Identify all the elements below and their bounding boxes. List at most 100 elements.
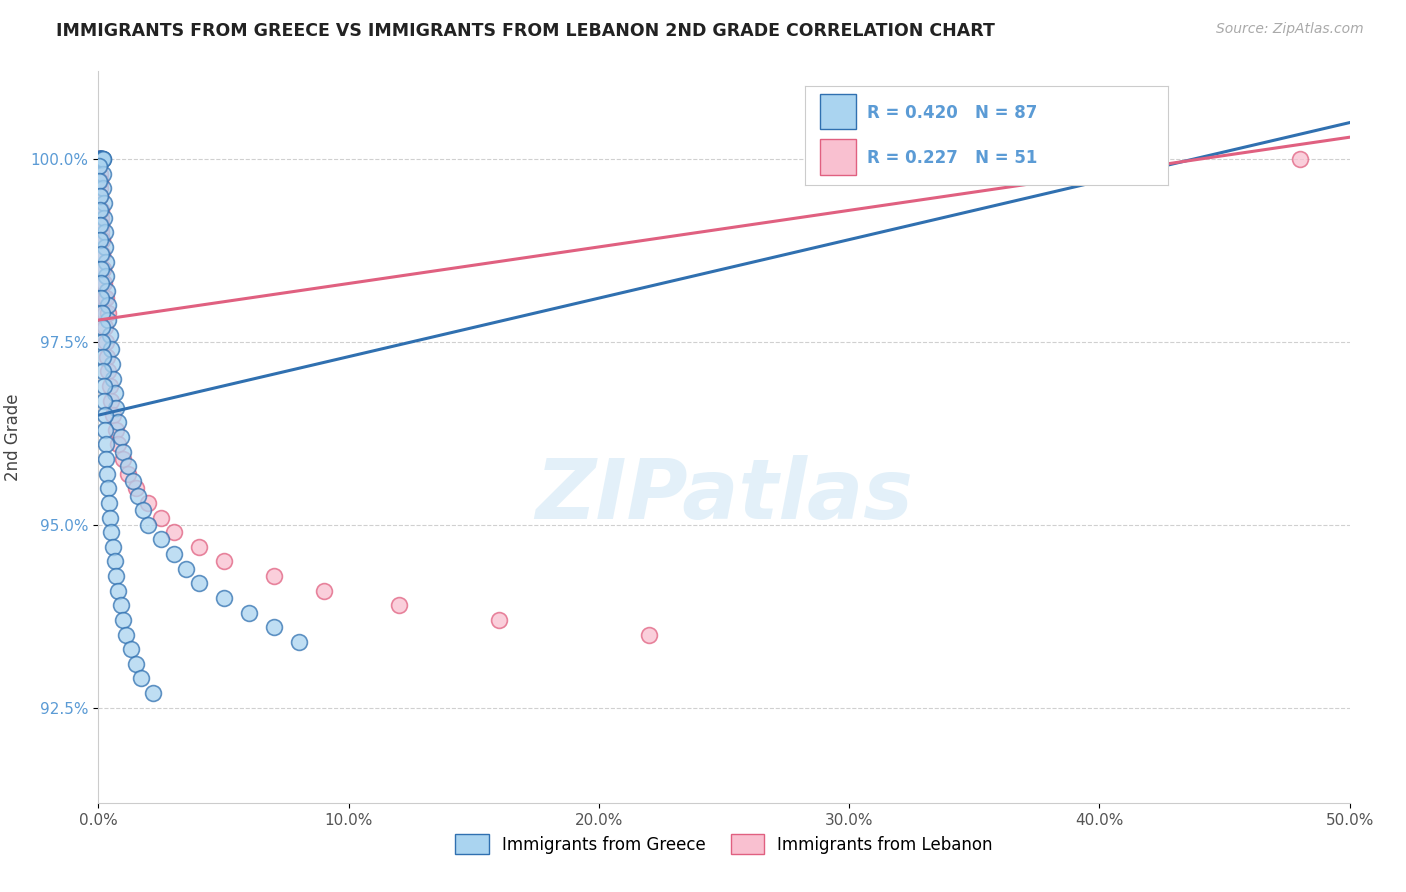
Point	[125, 657, 148, 671]
Point	[91, 261, 114, 276]
Point	[263, 620, 285, 634]
Point	[91, 247, 114, 261]
Point	[1288, 152, 1310, 166]
Point	[103, 408, 125, 422]
Point	[91, 334, 114, 349]
Point	[638, 627, 661, 641]
Point	[117, 459, 139, 474]
Point	[90, 203, 112, 218]
Point	[91, 364, 114, 378]
Point	[89, 152, 111, 166]
Point	[89, 167, 111, 181]
Point	[93, 211, 115, 225]
Point	[96, 284, 118, 298]
Point	[104, 401, 127, 415]
Point	[89, 152, 111, 166]
Point	[89, 174, 111, 188]
Point	[91, 152, 114, 166]
Point	[150, 510, 173, 524]
Point	[90, 247, 112, 261]
Point	[238, 606, 260, 620]
Point	[91, 350, 114, 364]
Point	[107, 437, 129, 451]
Point	[287, 635, 309, 649]
Point	[89, 181, 111, 195]
Point	[89, 233, 111, 247]
Point	[90, 218, 112, 232]
Point	[97, 313, 120, 327]
Point	[89, 174, 111, 188]
Point	[90, 261, 112, 276]
Point	[89, 203, 111, 218]
Point	[105, 569, 128, 583]
Point	[94, 320, 117, 334]
Point	[96, 452, 118, 467]
Point	[89, 188, 111, 202]
Point	[96, 334, 118, 349]
Point	[104, 554, 127, 568]
Point	[162, 547, 184, 561]
Point	[138, 496, 160, 510]
Point	[93, 181, 115, 195]
Point	[115, 627, 138, 641]
Point	[100, 393, 122, 408]
Point	[89, 218, 111, 232]
Point	[97, 496, 120, 510]
Point	[90, 211, 112, 225]
Point	[187, 576, 209, 591]
Point	[90, 152, 112, 166]
Point	[93, 306, 115, 320]
Point	[100, 343, 122, 357]
Point	[212, 554, 235, 568]
Point	[93, 196, 115, 211]
Point	[90, 203, 112, 218]
Point	[87, 152, 110, 166]
Point	[97, 481, 120, 495]
Point	[91, 277, 114, 291]
Point	[112, 452, 135, 467]
Point	[90, 152, 112, 166]
Point	[89, 160, 111, 174]
Point	[89, 152, 111, 166]
Point	[89, 188, 111, 202]
Point	[90, 152, 112, 166]
Point	[90, 320, 112, 334]
Point	[125, 481, 148, 495]
Point	[98, 327, 121, 342]
Point	[112, 444, 135, 458]
Point	[89, 174, 111, 188]
Point	[91, 152, 114, 166]
Point	[98, 510, 121, 524]
Point	[120, 642, 142, 657]
Point	[162, 525, 184, 540]
Point	[90, 225, 112, 239]
Point	[94, 240, 117, 254]
Point	[122, 474, 145, 488]
Point	[90, 152, 112, 166]
Point	[142, 686, 165, 700]
Point	[90, 291, 112, 305]
Point	[112, 613, 135, 627]
Point	[132, 503, 155, 517]
Point	[97, 364, 120, 378]
Point	[90, 152, 112, 166]
Point	[97, 306, 120, 320]
Point	[89, 152, 111, 166]
Point	[388, 599, 411, 613]
Point	[104, 423, 127, 437]
Point	[89, 160, 111, 174]
Point	[150, 533, 173, 547]
Text: Source: ZipAtlas.com: Source: ZipAtlas.com	[1216, 22, 1364, 37]
Point	[90, 233, 112, 247]
Point	[93, 261, 115, 276]
Point	[90, 233, 112, 247]
Text: ZIPatlas: ZIPatlas	[536, 455, 912, 536]
Point	[138, 517, 160, 532]
Point	[89, 152, 111, 166]
Point	[93, 291, 115, 305]
Point	[96, 350, 118, 364]
Point	[98, 379, 121, 393]
Point	[127, 489, 149, 503]
Point	[488, 613, 510, 627]
Point	[96, 269, 118, 284]
